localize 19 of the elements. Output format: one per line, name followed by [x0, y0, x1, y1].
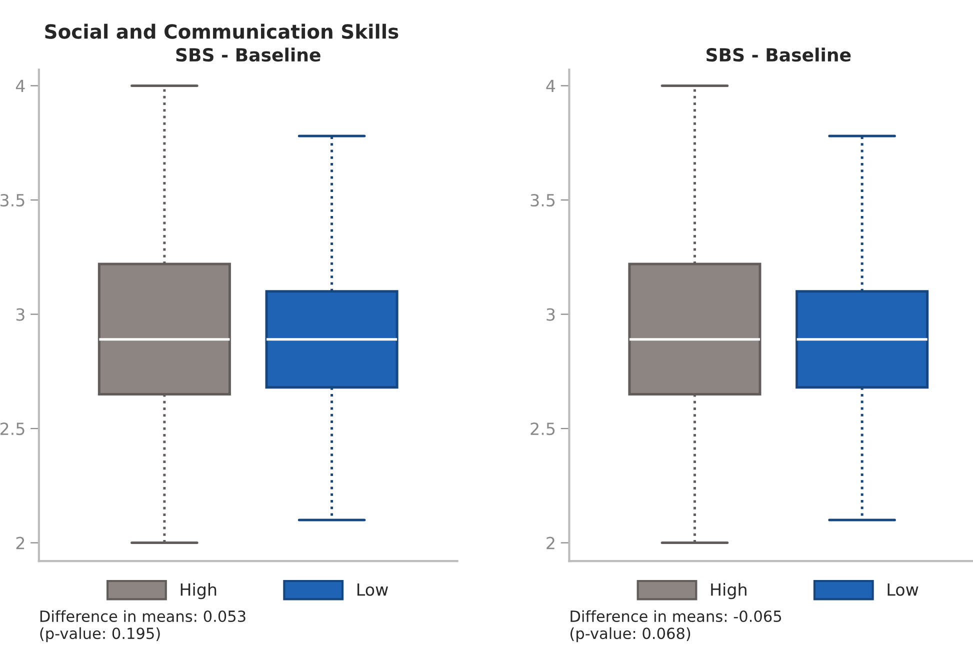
- y-tick-label: 2.5: [530, 422, 555, 436]
- legend-label: High: [711, 582, 746, 600]
- chart-subtitle: SBS - Baseline: [706, 48, 851, 62]
- y-tick-label: 3: [546, 308, 555, 321]
- y-tick-label: 2: [16, 536, 24, 550]
- legend-label: Low: [357, 584, 388, 596]
- y-tick-label: 2: [546, 536, 554, 550]
- legend-label: High: [180, 582, 216, 600]
- chart-title: Social and Communication Skills: [45, 24, 398, 39]
- y-tick-label: 3.5: [0, 194, 24, 207]
- text: Difference in means: 0.053 (p-value: 0.195): [40, 610, 246, 642]
- legend-label: Low: [888, 584, 918, 596]
- y-tick-label: 4: [16, 80, 25, 92]
- y-tick-label: 4: [546, 80, 556, 92]
- chart-subtitle: SBS - Baseline: [176, 48, 320, 62]
- y-tick-label: 2.5: [0, 422, 24, 436]
- y-tick-label: 3: [16, 308, 24, 321]
- y-tick-label: 3.5: [530, 194, 555, 207]
- text: Difference in means: -0.065 (p-value: 0.068): [570, 610, 782, 642]
